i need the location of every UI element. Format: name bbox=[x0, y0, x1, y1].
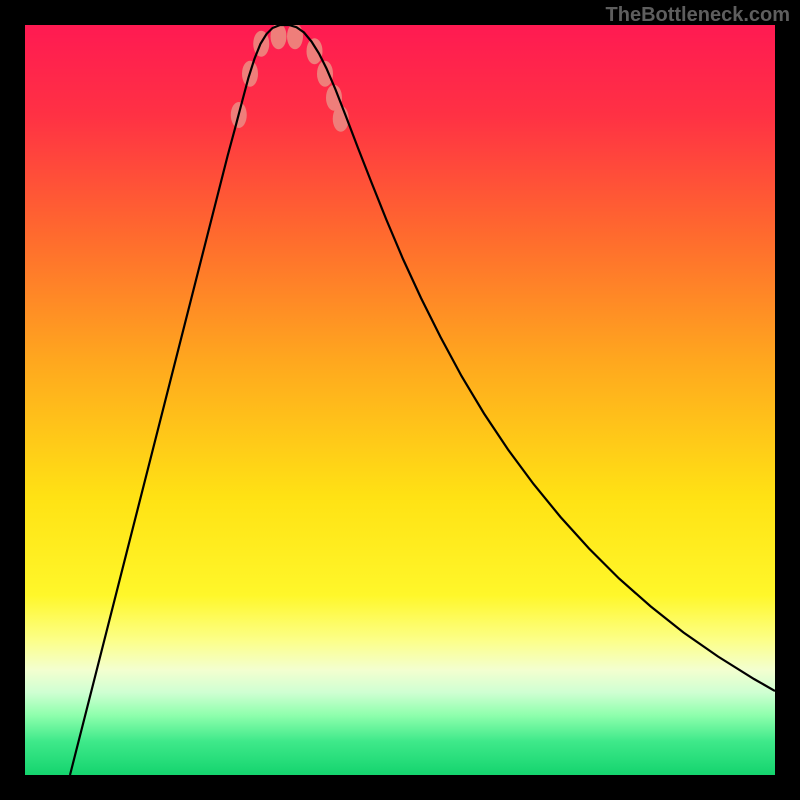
data-marker bbox=[287, 25, 303, 49]
chart-overlay bbox=[25, 25, 775, 775]
bottleneck-curve bbox=[70, 25, 775, 775]
watermark-text: TheBottleneck.com bbox=[606, 4, 790, 27]
data-marker bbox=[307, 38, 323, 64]
chart-plot-area bbox=[25, 25, 775, 775]
